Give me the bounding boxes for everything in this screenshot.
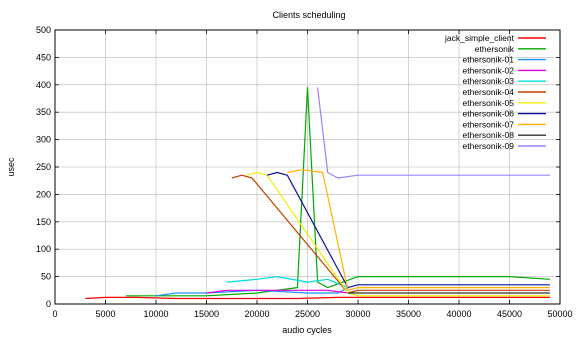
y-tick-label: 300 bbox=[36, 135, 51, 145]
x-tick-label: 35000 bbox=[396, 309, 421, 319]
series-layer bbox=[85, 86, 550, 300]
x-tick-label: 25000 bbox=[295, 309, 320, 319]
series-line-ethersonik-02 bbox=[206, 289, 348, 294]
x-tick-label: 20000 bbox=[244, 309, 269, 319]
legend-label: ethersonik-04 bbox=[462, 87, 514, 97]
series-line-ethersonik-09 bbox=[317, 87, 550, 179]
y-tick-label: 500 bbox=[36, 25, 51, 35]
legend-label: ethersonik-01 bbox=[462, 55, 514, 65]
y-tick-label: 450 bbox=[36, 52, 51, 62]
ticks: 0 5000 10000 15000 20000 25000 30000 35000 40000… bbox=[36, 25, 573, 319]
series-line-jack_simple_client bbox=[85, 296, 550, 300]
x-axis-label: audio cycles bbox=[282, 325, 332, 335]
x-tick-label: 5000 bbox=[95, 309, 115, 319]
y-tick-label: 250 bbox=[36, 162, 51, 172]
y-tick-label: 150 bbox=[36, 217, 51, 227]
series-line-ethersonik-06 bbox=[266, 171, 550, 289]
series-line-ethersonik bbox=[125, 86, 550, 297]
y-tick-label: 200 bbox=[36, 189, 51, 199]
legend: jack_simple_clientethersonikethersonik-0… bbox=[444, 33, 546, 151]
x-tick-label: 45000 bbox=[497, 309, 522, 319]
y-axis-label: usec bbox=[6, 157, 16, 177]
series-line-ethersonik-07 bbox=[287, 169, 550, 291]
series-line-ethersonik-03 bbox=[226, 276, 349, 289]
y-tick-label: 0 bbox=[46, 299, 51, 309]
legend-label: ethersonik-02 bbox=[462, 65, 514, 75]
series-line-ethersonik-04 bbox=[231, 174, 550, 294]
x-tick-label: 0 bbox=[52, 309, 57, 319]
x-tick-label: 15000 bbox=[194, 309, 219, 319]
legend-label: jack_simple_client bbox=[444, 33, 515, 43]
x-tick-label: 30000 bbox=[345, 309, 370, 319]
legend-label: ethersonik-09 bbox=[462, 141, 514, 151]
chart-title: Clients scheduling bbox=[272, 10, 345, 20]
x-tick-label: 10000 bbox=[143, 309, 168, 319]
x-tick-label: 40000 bbox=[446, 309, 471, 319]
legend-label: ethersonik bbox=[475, 44, 515, 54]
y-tick-label: 100 bbox=[36, 244, 51, 254]
legend-label: ethersonik-06 bbox=[462, 109, 514, 119]
y-tick-label: 350 bbox=[36, 107, 51, 117]
x-tick-label: 50000 bbox=[547, 309, 572, 319]
legend-label: ethersonik-03 bbox=[462, 76, 514, 86]
legend-label: ethersonik-05 bbox=[462, 98, 514, 108]
legend-label: ethersonik-08 bbox=[462, 130, 514, 140]
legend-label: ethersonik-07 bbox=[462, 119, 514, 129]
y-tick-label: 50 bbox=[41, 272, 51, 282]
y-tick-label: 400 bbox=[36, 80, 51, 90]
series-line-ethersonik-05 bbox=[246, 171, 550, 297]
